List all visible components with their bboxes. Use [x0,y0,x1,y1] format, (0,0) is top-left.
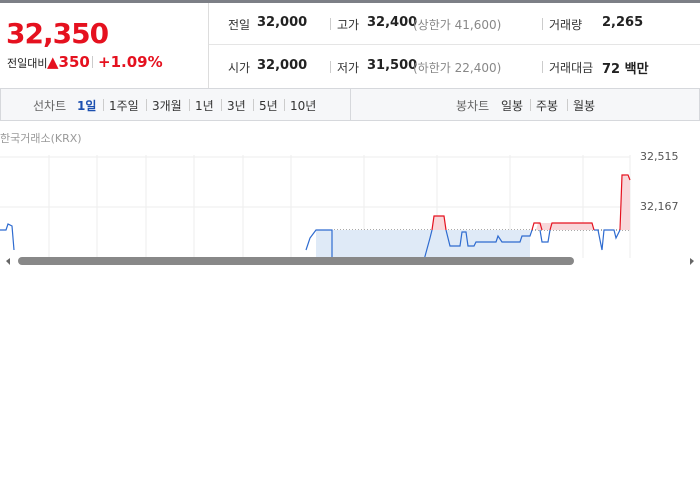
stat-label: 시가 [228,61,251,75]
separator [330,61,331,73]
period-tab[interactable]: 3개월 [152,99,182,113]
scroll-right[interactable] [690,258,694,265]
candle-tab[interactable]: 월봉 [573,99,596,113]
separator [103,99,104,111]
stat-label: 전일 [228,18,251,32]
stat-label: 거래대금 [549,61,594,75]
up-arrow: ▲ [47,53,59,71]
period-tab[interactable]: 10년 [290,99,317,113]
change-value: 350 [58,53,90,71]
scroll-thumb[interactable] [18,257,574,265]
stat-value: 31,500 [367,58,418,73]
separator [542,61,543,73]
separator [221,99,222,111]
price-line-up [431,174,631,231]
period-tab[interactable]: 1주일 [109,99,139,113]
separator [530,99,531,111]
separator [567,99,568,111]
period-tab[interactable]: 1년 [195,99,214,113]
stats-divider [209,44,700,45]
candle-tab[interactable]: 주봉 [536,99,559,113]
scroll-left[interactable] [6,258,10,265]
tab-divider [350,89,351,120]
separator [92,56,93,68]
period-tab[interactable]: 1일 [77,99,97,113]
separator [146,99,147,111]
separator [189,99,190,111]
source: 한국거래소(KRX) [0,132,82,145]
stat-value: 72 백만 [602,62,649,77]
stat-value: 2,265 [602,15,644,30]
candle-chart-label: 봉차트 [456,99,490,113]
rise-area [432,175,630,230]
candle-tab[interactable]: 일봉 [501,99,524,113]
stat-note: (상한가 41,600) [413,18,502,32]
change-label: 전일대비 [7,57,48,70]
top-border [0,0,700,3]
change-rate: +1.09% [98,53,163,71]
separator [284,99,285,111]
price: 32,350 [6,17,109,50]
stat-value: 32,000 [257,58,308,73]
period-tab[interactable]: 5년 [259,99,278,113]
separator [253,99,254,111]
separator [542,18,543,30]
y-tick-label: 32,515 [640,150,679,163]
grid [0,155,631,260]
price-line-down [0,223,621,261]
y-tick-label: 32,167 [640,200,679,213]
change: ▲350 [47,53,90,71]
line-chart-label: 선차트 [33,99,67,113]
stat-label: 거래량 [549,18,583,32]
stat-value: 32,000 [257,15,308,30]
fall-area [316,230,530,260]
chart [0,155,700,270]
period-tab[interactable]: 3년 [227,99,246,113]
stat-label: 저가 [337,61,360,75]
separator [330,18,331,30]
stat-value: 32,400 [367,15,418,30]
stat-note: (하한가 22,400) [413,61,502,75]
stat-label: 고가 [337,18,360,32]
